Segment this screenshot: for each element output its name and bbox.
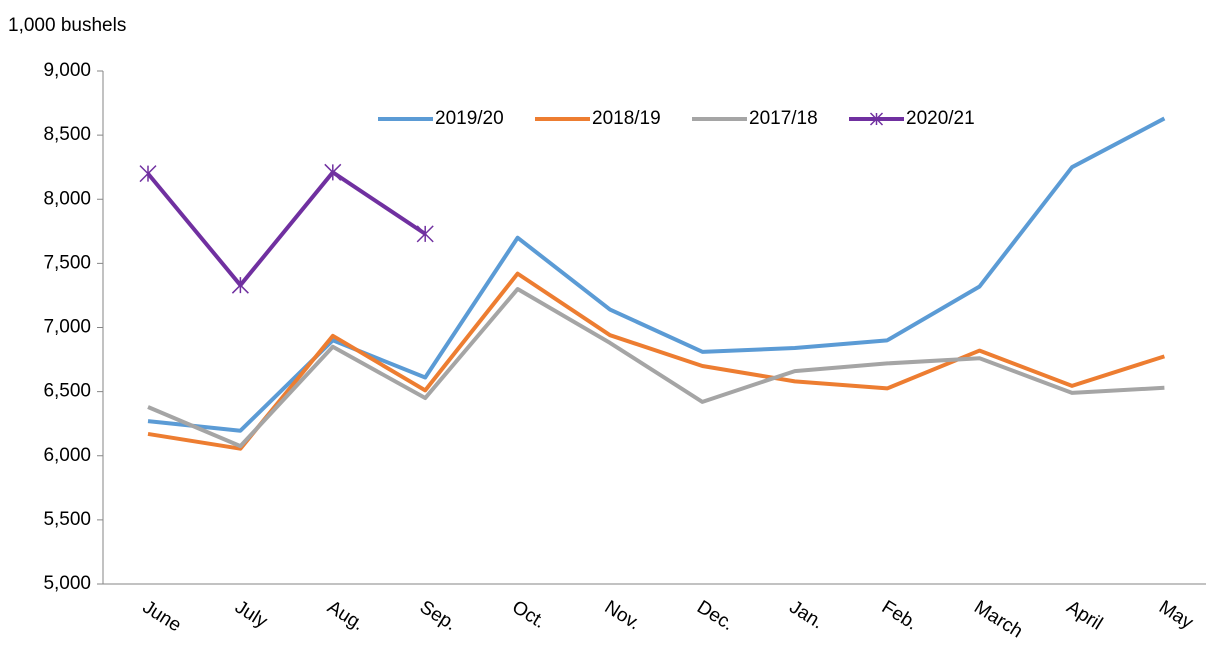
series: [147, 287, 1165, 449]
x-tick-label: Oct.: [508, 597, 549, 633]
x-tick-label: Dec.: [693, 597, 737, 636]
marker: [324, 163, 342, 181]
x-tick-label: March: [970, 597, 1026, 643]
y-tick-label: 8,500: [43, 124, 91, 145]
y-tick-label: 9,000: [43, 60, 91, 81]
series: [147, 271, 1166, 451]
series: [139, 163, 434, 294]
legend-label: 2017/18: [749, 108, 818, 129]
y-tick-label: 7,000: [43, 317, 91, 338]
x-tick-label: July: [231, 597, 271, 633]
x-tick-label: June: [139, 597, 185, 637]
marker: [231, 276, 249, 294]
y-tick-label: 6,500: [43, 381, 91, 402]
legend-label: 2019/20: [435, 108, 504, 129]
x-tick-label: Jan.: [785, 597, 827, 634]
x-tick-label: Feb.: [878, 597, 921, 635]
x-tick-label: May: [1155, 597, 1197, 634]
x-tick-label: April: [1063, 597, 1106, 635]
x-tick-label: Nov.: [601, 597, 644, 635]
y-tick-label: 7,500: [43, 252, 91, 273]
line: [147, 287, 1165, 449]
x-tick-label: Aug.: [323, 597, 367, 636]
legend-label: 2018/19: [592, 108, 661, 129]
marker: [416, 225, 434, 243]
marker: [139, 165, 157, 183]
y-tick-label: 8,000: [43, 188, 91, 209]
line: [147, 271, 1166, 451]
y-tick-label: 5,500: [43, 509, 91, 530]
legend-marker: [869, 112, 884, 126]
line: [146, 170, 427, 288]
x-tick-label: Sep.: [416, 597, 460, 636]
y-tick-label: 6,000: [43, 445, 91, 466]
y-tick-label: 5,000: [43, 573, 91, 594]
y-axis-label: 1,000 bushels: [8, 15, 126, 36]
legend-label: 2020/21: [906, 108, 975, 129]
